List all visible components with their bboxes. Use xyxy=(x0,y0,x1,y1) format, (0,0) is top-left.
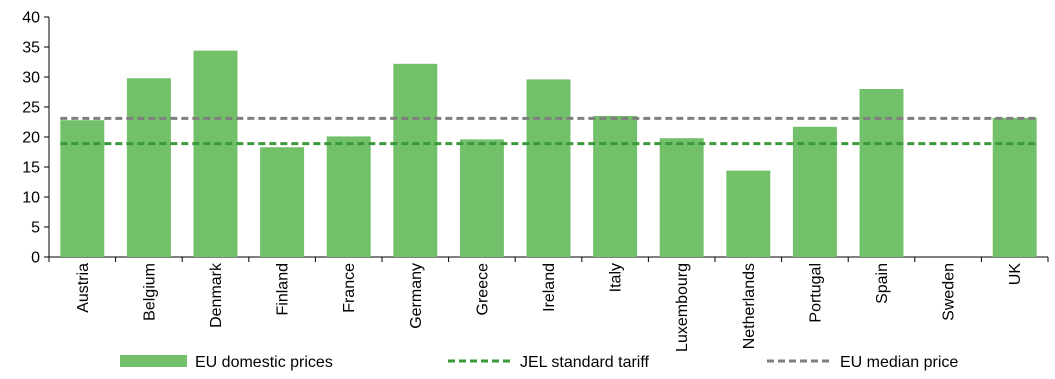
x-category-label: Italy xyxy=(608,263,625,292)
bar-uk xyxy=(992,117,1037,257)
bar-italy xyxy=(593,116,638,257)
legend-label: EU domestic prices xyxy=(195,354,333,371)
y-tick-label: 10 xyxy=(22,190,40,207)
y-tick-label: 40 xyxy=(22,10,40,27)
x-category-label: Portugal xyxy=(807,263,824,323)
bar-denmark xyxy=(193,50,238,257)
x-category-label: Belgium xyxy=(141,263,158,321)
x-category-label: Ireland xyxy=(541,263,558,312)
x-category-label: Greece xyxy=(474,263,491,316)
legend-swatch-bar xyxy=(120,355,187,367)
bar-portugal xyxy=(792,126,837,257)
bar-ireland xyxy=(526,79,571,258)
bar-finland xyxy=(260,147,305,257)
bars xyxy=(60,50,1037,258)
y-tick-label: 25 xyxy=(22,100,40,117)
bar-netherlands xyxy=(726,170,771,257)
legend-label: EU median price xyxy=(840,354,958,371)
bar-greece xyxy=(459,139,504,257)
bar-austria xyxy=(60,120,105,257)
bar-france xyxy=(326,136,371,257)
legend: EU domestic prices JEL standard tariff EU … xyxy=(120,354,958,371)
x-category-label: Sweden xyxy=(941,263,958,321)
x-category-label: Finland xyxy=(275,263,292,315)
x-category-label: Spain xyxy=(874,263,891,304)
x-category-label: France xyxy=(341,263,358,313)
x-category-label: Luxembourg xyxy=(674,263,691,352)
y-tick-label: 30 xyxy=(22,70,40,87)
x-category-label: Denmark xyxy=(208,262,225,328)
y-tick-label: 5 xyxy=(31,220,40,237)
reference-lines xyxy=(60,116,1037,146)
bar-spain xyxy=(859,89,904,257)
bar-germany xyxy=(393,63,438,257)
y-tick-label: 20 xyxy=(22,130,40,147)
y-tick-label: 35 xyxy=(22,40,40,57)
x-axis-categories: Austria Belgium Denmark Finland France German… xyxy=(48,257,1049,352)
bar-belgium xyxy=(126,78,171,257)
x-category-label: Austria xyxy=(75,263,92,313)
legend-label: JEL standard tariff xyxy=(520,354,650,371)
x-category-label: UK xyxy=(1007,263,1024,286)
x-category-label: Netherlands xyxy=(741,263,758,349)
y-axis-ticks: 0 5 10 15 20 25 30 35 40 xyxy=(22,10,49,267)
bar-luxembourg xyxy=(659,138,704,257)
y-tick-label: 0 xyxy=(31,250,40,267)
x-category-label: Germany xyxy=(408,263,425,329)
y-tick-label: 15 xyxy=(22,160,40,177)
